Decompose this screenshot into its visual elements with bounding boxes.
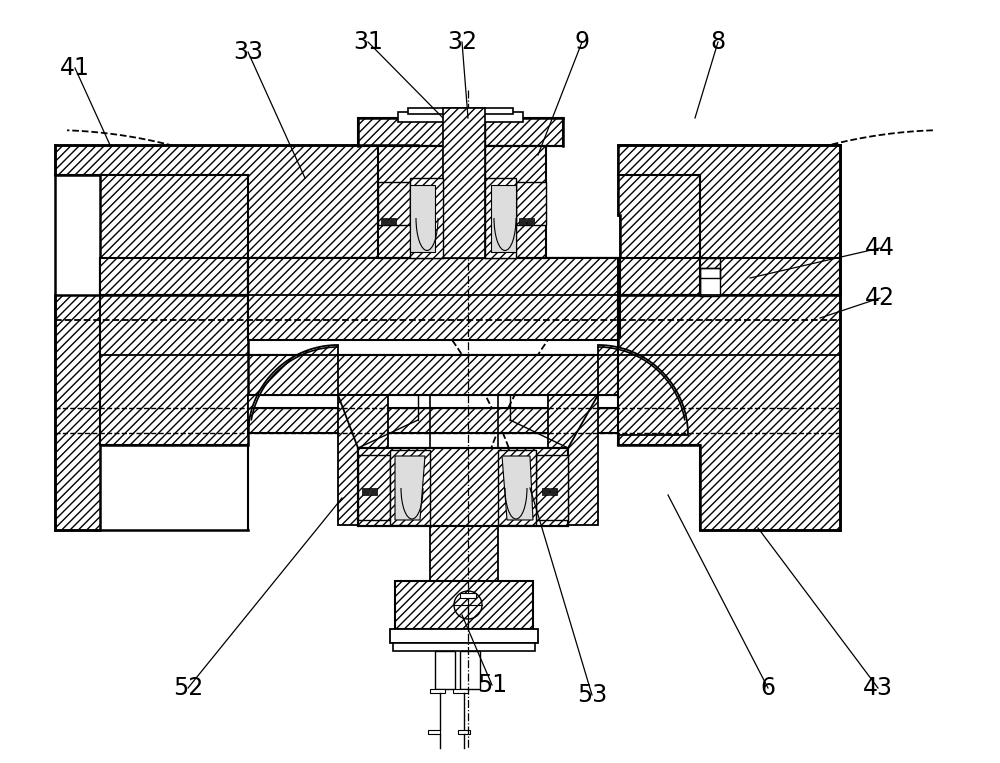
Polygon shape — [55, 295, 248, 530]
Text: 32: 32 — [447, 30, 477, 54]
Polygon shape — [548, 345, 688, 525]
Polygon shape — [390, 450, 430, 525]
Bar — [428, 730, 440, 734]
Polygon shape — [378, 182, 410, 225]
Bar — [435, 651, 455, 689]
Bar — [389, 218, 396, 225]
Bar — [460, 651, 480, 689]
Text: 8: 8 — [710, 30, 726, 54]
Bar — [370, 488, 377, 495]
Bar — [100, 355, 840, 395]
Bar — [398, 112, 523, 122]
Bar — [460, 593, 476, 598]
Bar — [430, 689, 445, 693]
Bar — [408, 108, 513, 114]
Bar — [700, 268, 720, 296]
Bar — [458, 730, 470, 734]
Bar — [358, 448, 568, 526]
Bar — [381, 218, 388, 225]
Polygon shape — [55, 145, 418, 295]
Bar — [378, 146, 546, 258]
Bar — [100, 355, 840, 395]
Text: 31: 31 — [353, 30, 383, 54]
Text: 44: 44 — [865, 236, 895, 260]
Bar — [453, 689, 468, 693]
Polygon shape — [502, 456, 533, 520]
Polygon shape — [618, 295, 840, 530]
Text: 41: 41 — [60, 56, 90, 80]
Bar — [527, 218, 534, 225]
Text: 43: 43 — [863, 676, 893, 700]
Text: 51: 51 — [477, 673, 507, 697]
Bar — [100, 408, 840, 433]
Polygon shape — [516, 182, 546, 225]
Bar — [390, 629, 538, 643]
Text: 6: 6 — [761, 676, 776, 700]
Polygon shape — [618, 145, 840, 295]
Polygon shape — [536, 455, 568, 520]
Text: 9: 9 — [574, 30, 590, 54]
Text: 42: 42 — [865, 286, 895, 310]
Bar — [542, 488, 549, 495]
Polygon shape — [358, 455, 390, 520]
Bar — [443, 108, 485, 258]
Bar — [550, 488, 557, 495]
Bar — [393, 643, 535, 651]
Bar — [248, 258, 618, 340]
Polygon shape — [395, 456, 425, 520]
Polygon shape — [410, 178, 443, 258]
Polygon shape — [618, 145, 840, 295]
Bar — [519, 218, 526, 225]
Polygon shape — [498, 450, 536, 525]
Bar — [358, 118, 563, 146]
Polygon shape — [248, 345, 388, 525]
Bar — [430, 526, 498, 581]
Text: 52: 52 — [173, 676, 203, 700]
Bar — [395, 581, 533, 629]
Bar — [362, 488, 369, 495]
Polygon shape — [410, 185, 435, 252]
Text: 53: 53 — [577, 683, 607, 707]
Bar — [100, 260, 840, 295]
Bar — [248, 258, 620, 338]
Bar — [100, 258, 840, 295]
Polygon shape — [485, 178, 516, 258]
Polygon shape — [491, 185, 516, 252]
Text: 33: 33 — [233, 40, 263, 64]
